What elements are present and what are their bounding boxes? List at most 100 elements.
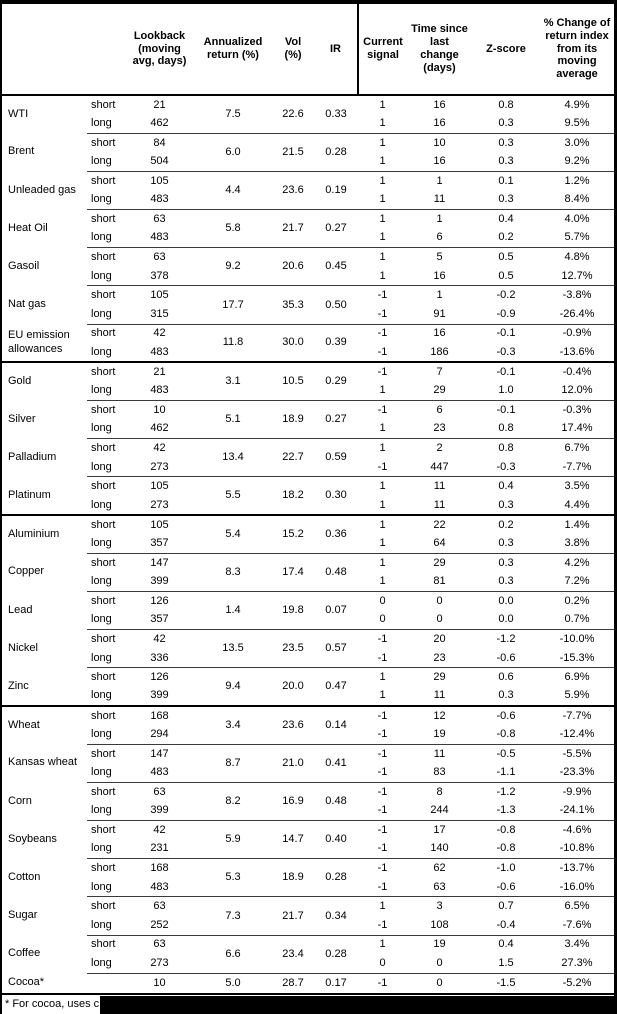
cell-commodity-name: Cocoa* [8,975,45,988]
table-row: long 483 -1 186 -0.3 -13.6% [2,343,614,362]
cell-ir: 0.48 [314,552,358,592]
cell-ir: 0.39 [314,323,358,363]
cell-lookback: 42 [125,629,194,649]
cell-position: short [87,781,125,802]
table-row: long 273 0 0 1.5 27.3% [2,954,614,973]
cell-commodity-name: Coffee [8,947,41,960]
cell-zscore: -0.1 [472,323,540,344]
cell-pct-change: 27.3% [561,957,593,970]
cell-current-signal: -1 [358,858,407,878]
cell-days-since-change: 11 [433,689,446,702]
cell-pct-change: 1.2% [540,170,614,191]
cell-lookback: 147 [125,743,194,764]
table-row: Coffee short 63 6.6 23.4 0.28 1 19 0.4 3.4% [2,934,614,974]
cell-commodity-name: Wheat [2,704,87,745]
table-row: Unleaded gas short 105 4.4 23.6 0.19 1 1 0.1 1.2% [2,170,614,210]
redaction-bar [100,996,614,1014]
cell-position: long [91,766,112,779]
cell-lookback: 273 [150,460,169,473]
cell-pct-change: -16.0% [559,880,595,893]
cell-current-signal: 1 [358,476,407,496]
cell-pct-change: 4.4% [564,498,590,511]
cell-days-since-change: 81 [433,575,446,588]
cell-lookback: 105 [125,514,194,535]
cell-annualized-return: 5.5 [194,476,272,516]
cell-lookback: 147 [125,552,194,573]
cell-current-signal: 1 [379,536,386,549]
cell-zscore: -1.5 [472,972,540,993]
cell-days-since-change: 0 [436,957,443,970]
cell-days-since-change: 0 [407,590,472,611]
cell-lookback: 483 [150,766,169,779]
cell-position: short [87,552,125,573]
cell-days-since-change: 1 [407,170,472,191]
cell-annualized-return: 7.5 [225,107,241,120]
cell-zscore: -0.2 [472,285,540,306]
table-row: long 483 -1 83 -1.1 -23.3% [2,763,614,782]
cell-commodity-name: Cotton [8,870,41,883]
cell-position: long [91,231,112,244]
cell-commodity-name: Nat gas [8,298,46,311]
cell-current-signal: 1 [379,422,386,435]
table-row: Corn short 63 8.2 16.9 0.48 -1 8 -1.2 -9.9% [2,781,614,821]
cell-position: long [91,957,112,970]
cell-current-signal: 1 [379,498,386,511]
cell-current-signal: 1 [379,231,386,244]
cell-zscore: 0.3 [498,536,514,549]
cell-days-since-change: 62 [407,858,472,878]
cell-zscore: -0.3 [496,460,516,473]
table-row: long 315 -1 91 -0.9 -26.4% [2,305,614,324]
cell-position: long [91,727,112,740]
cell-commodity-name: Brent [8,145,35,158]
commodity-signals-table: Lookback (moving avg, days) Annualized re… [2,4,614,993]
cell-zscore: 0.5 [472,247,540,267]
cell-zscore: -0.5 [472,743,540,764]
cell-lookback: 63 [125,781,194,802]
cell-annualized-return: 9.2 [194,247,272,286]
cell-position: long [91,307,112,320]
cell-lookback: 252 [150,918,169,931]
cell-current-signal: 0 [379,957,386,970]
cell-current-signal: -1 [377,804,388,817]
cell-lookback: 63 [125,209,194,229]
cell-lookback: 462 [150,422,169,435]
cell-commodity-name: Gasoil [8,259,40,272]
cell-position: long [91,536,112,549]
cell-annualized-return: 7.3 [194,896,272,936]
table-footer: * For cocoa, uses c [2,993,614,1014]
cell-pct-change: 4.2% [540,552,614,573]
table-row: long 399 -1 244 -1.3 -24.1% [2,801,614,820]
cell-days-since-change: 8 [407,781,472,802]
cell-commodity-name: Platinum [8,488,51,501]
cell-lookback: 63 [125,247,194,267]
cell-pct-change: 12.7% [561,269,593,282]
cell-lookback: 126 [125,590,194,611]
cell-pct-change: -7.7% [540,704,614,726]
table-row: long 252 -1 108 -0.4 -7.6% [2,916,614,935]
cell-pct-change: 5.7% [564,231,590,244]
cell-current-signal: -1 [377,460,388,473]
cell-days-since-change: 16 [433,98,446,111]
table-row: long 273 1 11 0.3 4.4% [2,496,614,515]
table-row: Wheat short 168 3.4 23.6 0.14 -1 12 -0.6 -7.7% [2,704,614,745]
cell-vol: 20.0 [272,667,314,706]
table-row: long 483 1 11 0.3 8.4% [2,190,614,209]
cell-pct-change: -5.5% [540,743,614,764]
cell-vol: 23.4 [272,934,314,974]
cell-pct-change: 12.0% [561,384,593,397]
cell-pct-change: 1.4% [540,514,614,535]
cell-lookback: 504 [150,155,169,168]
cell-vol: 28.7 [272,972,314,993]
cell-days-since-change: 6 [407,399,472,420]
table-row: long 399 1 81 0.3 7.2% [2,572,614,591]
cell-days-since-change: 1 [407,209,472,229]
table-row: long 483 1 6 0.2 5.7% [2,229,614,248]
cell-pct-change: 9.2% [564,155,590,168]
cell-zscore: -1.3 [496,804,516,817]
cell-current-signal: 1 [358,209,407,229]
cell-current-signal: 1 [379,689,386,702]
cell-ir: 0.45 [314,247,358,286]
cell-current-signal: 0 [379,613,386,626]
cell-lookback: 21 [153,98,166,111]
cell-vol: 18.2 [272,476,314,516]
